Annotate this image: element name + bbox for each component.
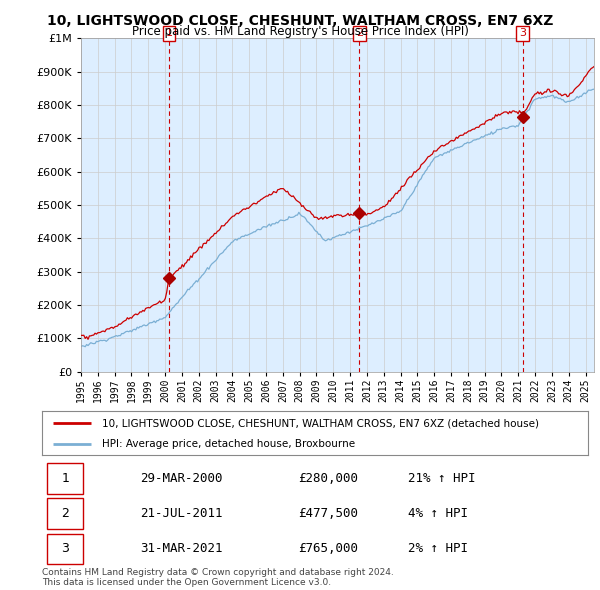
Text: £280,000: £280,000: [299, 472, 359, 486]
FancyBboxPatch shape: [47, 463, 83, 494]
Text: 10, LIGHTSWOOD CLOSE, CHESHUNT, WALTHAM CROSS, EN7 6XZ (detached house): 10, LIGHTSWOOD CLOSE, CHESHUNT, WALTHAM …: [102, 418, 539, 428]
Text: Contains HM Land Registry data © Crown copyright and database right 2024.
This d: Contains HM Land Registry data © Crown c…: [42, 568, 394, 587]
Text: 21% ↑ HPI: 21% ↑ HPI: [408, 472, 475, 486]
Text: 29-MAR-2000: 29-MAR-2000: [140, 472, 223, 486]
Text: 31-MAR-2021: 31-MAR-2021: [140, 542, 223, 556]
FancyBboxPatch shape: [47, 533, 83, 565]
Text: 2: 2: [62, 507, 70, 520]
Text: 4% ↑ HPI: 4% ↑ HPI: [408, 507, 468, 520]
Text: £765,000: £765,000: [299, 542, 359, 556]
Text: 3: 3: [519, 28, 526, 38]
Text: 2: 2: [356, 28, 363, 38]
Text: HPI: Average price, detached house, Broxbourne: HPI: Average price, detached house, Brox…: [102, 440, 355, 450]
Text: 2% ↑ HPI: 2% ↑ HPI: [408, 542, 468, 556]
Text: Price paid vs. HM Land Registry's House Price Index (HPI): Price paid vs. HM Land Registry's House …: [131, 25, 469, 38]
Text: 1: 1: [62, 472, 70, 486]
Text: 3: 3: [62, 542, 70, 556]
Text: £477,500: £477,500: [299, 507, 359, 520]
Text: 21-JUL-2011: 21-JUL-2011: [140, 507, 223, 520]
Text: 1: 1: [166, 28, 172, 38]
FancyBboxPatch shape: [47, 499, 83, 529]
Text: 10, LIGHTSWOOD CLOSE, CHESHUNT, WALTHAM CROSS, EN7 6XZ: 10, LIGHTSWOOD CLOSE, CHESHUNT, WALTHAM …: [47, 14, 553, 28]
